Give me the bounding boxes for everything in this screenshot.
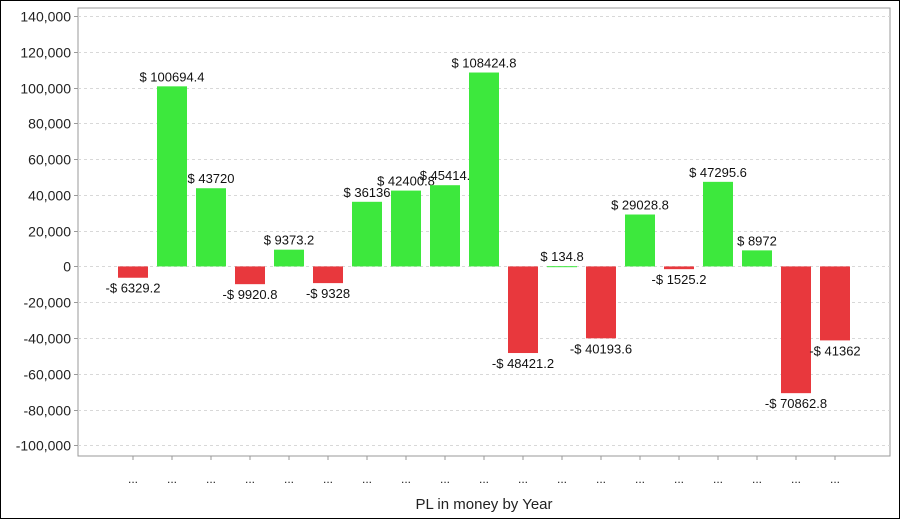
y-tick-label: -100,000: [16, 438, 71, 454]
data-label: $ 9373.2: [264, 233, 315, 248]
x-tick-label: ...: [635, 472, 645, 486]
y-tick-label: 140,000: [20, 9, 71, 25]
data-label: -$ 70862.8: [765, 396, 827, 411]
data-label: -$ 9328: [306, 286, 350, 301]
y-tick-label: -80,000: [24, 403, 72, 419]
bar: [313, 266, 343, 284]
y-tick-label: 60,000: [28, 152, 71, 168]
data-label: -$ 6329.2: [106, 281, 161, 296]
x-tick-label: ...: [440, 472, 450, 486]
x-tick-label: ...: [674, 472, 684, 486]
x-tick-label: ...: [518, 472, 528, 486]
data-label: $ 29028.8: [611, 198, 669, 213]
data-label: $ 8972: [737, 233, 777, 248]
y-tick-label: 100,000: [20, 81, 71, 97]
data-label: -$ 41362: [809, 343, 860, 358]
data-label: $ 108424.8: [451, 56, 516, 71]
bar: [469, 72, 499, 267]
data-label: -$ 9920.8: [223, 287, 278, 302]
bar: [508, 266, 538, 354]
bar: [196, 188, 226, 267]
bar: [547, 266, 577, 268]
y-tick-label: -60,000: [24, 367, 72, 383]
x-tick-label: ...: [713, 472, 723, 486]
data-label: $ 36136: [344, 185, 391, 200]
data-label: $ 45414.: [420, 168, 471, 183]
bar: [157, 86, 187, 267]
data-label: $ 100694.4: [139, 69, 204, 84]
bar: [274, 249, 304, 267]
bar: [352, 201, 382, 267]
x-tick-label: ...: [791, 472, 801, 486]
data-label: $ 47295.6: [689, 165, 747, 180]
data-label: -$ 1525.2: [652, 272, 707, 287]
x-tick-label: ...: [752, 472, 762, 486]
x-tick-label: ...: [362, 472, 372, 486]
data-label: $ 42400.8: [377, 174, 435, 189]
x-tick-label: ...: [128, 472, 138, 486]
x-tick-label: ...: [167, 472, 177, 486]
data-label: -$ 40193.6: [570, 341, 632, 356]
y-tick-label: 20,000: [28, 224, 71, 240]
data-label: $ 43720: [188, 171, 235, 186]
x-tick-label: ...: [401, 472, 411, 486]
y-tick-label: 80,000: [28, 116, 71, 132]
bar: [430, 185, 460, 267]
x-tick-label: ...: [284, 472, 294, 486]
bar: [586, 266, 616, 339]
data-label: -$ 48421.2: [492, 356, 554, 371]
y-tick-label: -20,000: [24, 295, 72, 311]
bar: [391, 190, 421, 267]
x-tick-label: ...: [245, 472, 255, 486]
x-tick-label: ...: [323, 472, 333, 486]
y-tick-label: 40,000: [28, 188, 71, 204]
bar: [820, 266, 850, 341]
bar: [118, 266, 148, 278]
bar: [625, 214, 655, 267]
x-axis-title: PL in money by Year: [415, 496, 552, 513]
x-tick-label: ...: [596, 472, 606, 486]
x-tick-label: ...: [557, 472, 567, 486]
y-tick-label: 0: [63, 259, 71, 275]
bar: [703, 181, 733, 267]
y-tick-label: 120,000: [20, 45, 71, 61]
bar: [781, 266, 811, 394]
bar: [742, 250, 772, 267]
bar: [664, 266, 694, 270]
x-tick-label: ...: [830, 472, 840, 486]
x-tick-label: ...: [479, 472, 489, 486]
bar: [235, 266, 265, 285]
x-tick-label: ...: [206, 472, 216, 486]
data-label: $ 134.8: [540, 249, 583, 264]
y-tick-label: -40,000: [24, 331, 72, 347]
